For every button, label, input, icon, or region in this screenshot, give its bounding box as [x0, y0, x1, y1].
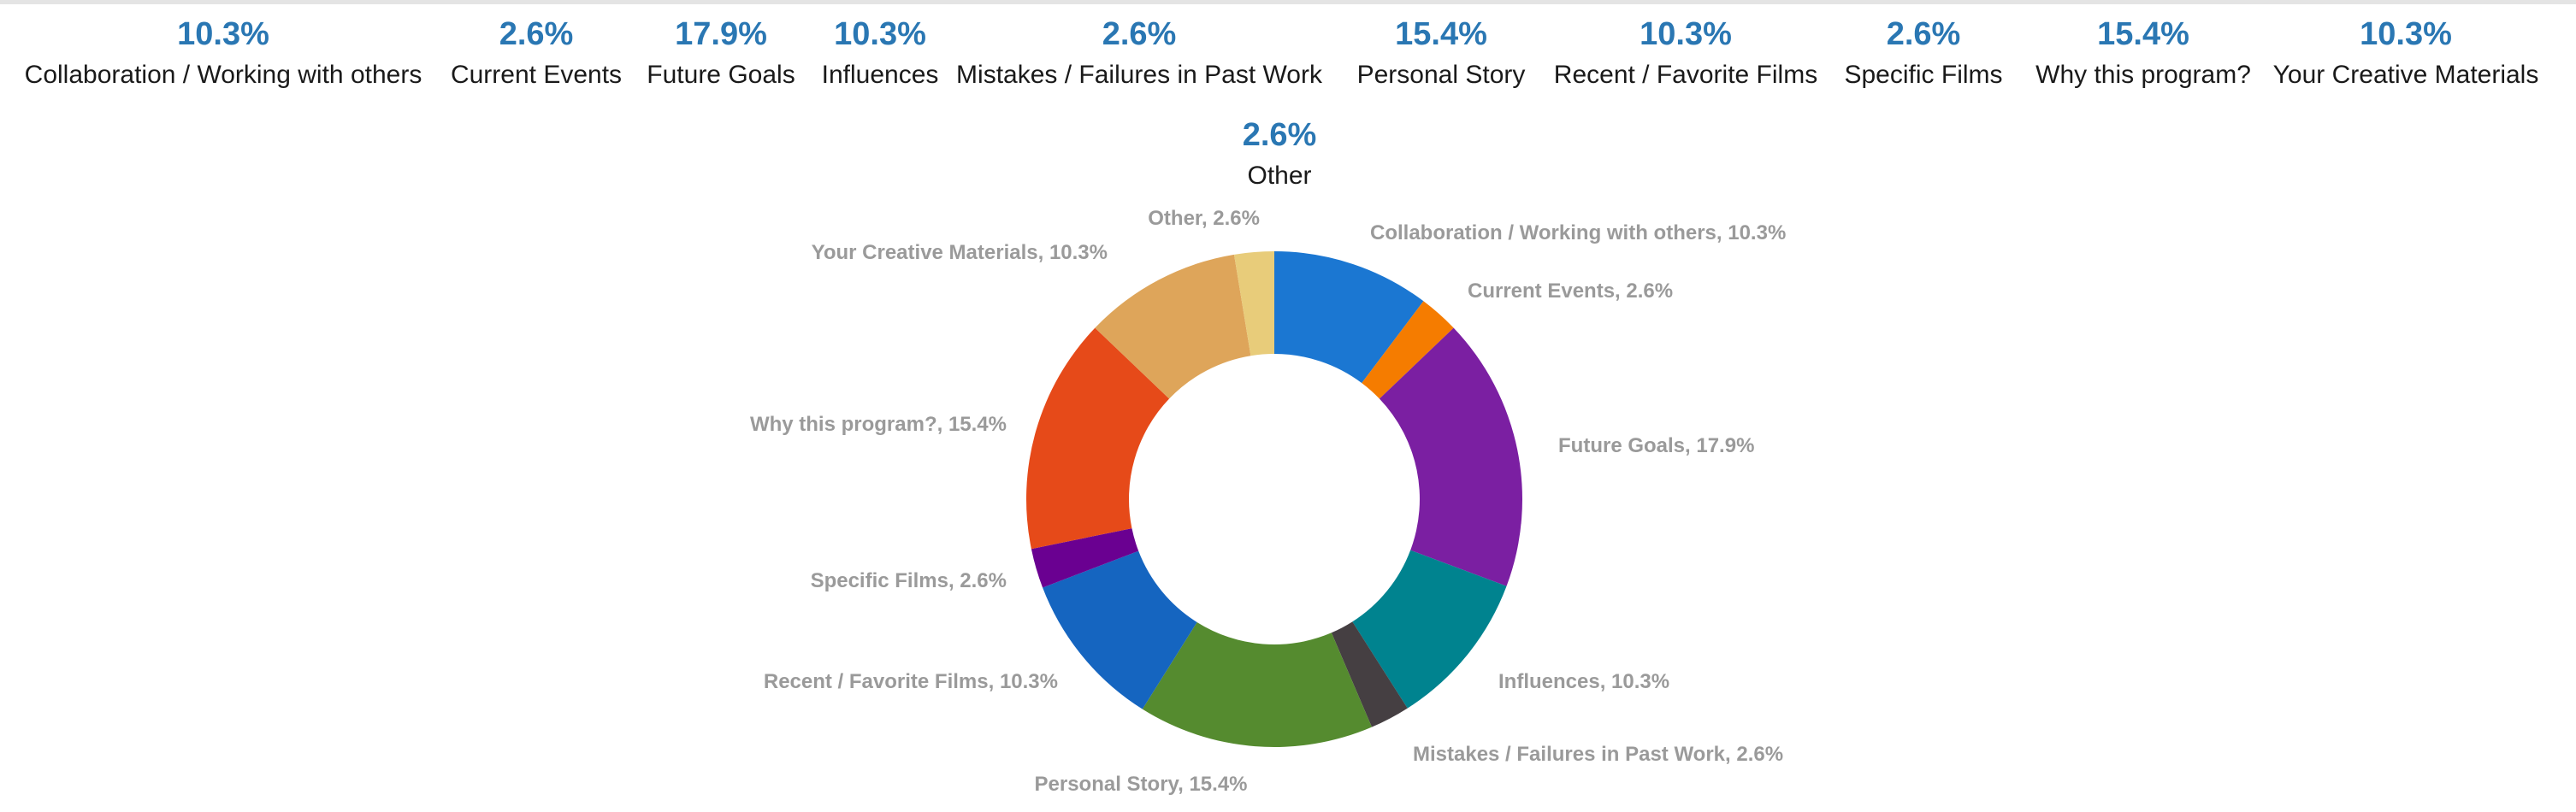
donut-slice[interactable]: [1379, 327, 1522, 586]
slice-label: Mistakes / Failures in Past Work, 2.6%: [1413, 743, 1783, 766]
legend-value: 10.3%: [1640, 16, 1732, 52]
legend-value: 2.6%: [1242, 117, 1317, 153]
donut-slice[interactable]: [1142, 621, 1373, 747]
legend-label: Current Events: [450, 61, 623, 89]
legend-value: 2.6%: [499, 16, 574, 52]
legend-label: Collaboration / Working with others: [24, 61, 422, 89]
slice-label: Other, 2.6%: [1148, 207, 1260, 230]
donut-slice[interactable]: [1031, 528, 1139, 588]
legend-value: 17.9%: [675, 16, 767, 52]
legend-item: 10.3% Recent / Favorite Films: [1554, 15, 1817, 91]
legend-item: 15.4% Personal Story: [1357, 15, 1526, 91]
slice-label: Collaboration / Working with others, 10.…: [1370, 221, 1786, 244]
legend-label: Why this program?: [2035, 61, 2251, 89]
donut-slice[interactable]: [1095, 254, 1251, 399]
donut-slice[interactable]: [1352, 550, 1507, 709]
legend-label: Mistakes / Failures in Past Work: [956, 61, 1322, 89]
slice-label: Influences, 10.3%: [1498, 670, 1669, 693]
slice-label: Your Creative Materials, 10.3%: [812, 241, 1108, 264]
legend-value: 10.3%: [834, 16, 926, 52]
legend-value: 10.3%: [2360, 16, 2452, 52]
legend-item: 2.6% Current Events: [451, 15, 622, 91]
legend-item: 2.6% Other: [1243, 116, 1317, 191]
legend-value: 15.4%: [1395, 16, 1487, 52]
legend-label: Your Creative Materials: [2272, 61, 2539, 89]
slice-label: Future Goals, 17.9%: [1558, 434, 1754, 457]
donut-slice[interactable]: [1233, 251, 1274, 356]
legend-label: Recent / Favorite Films: [1553, 61, 1818, 89]
legend-item: 2.6% Mistakes / Failures in Past Work: [956, 15, 1322, 91]
legend-item: 15.4% Why this program?: [2035, 15, 2251, 91]
top-border: [0, 0, 2576, 4]
legend-value: 10.3%: [177, 16, 269, 52]
legend-item: 10.3% Influences: [822, 15, 939, 91]
legend-item: 2.6% Specific Films: [1844, 15, 2002, 91]
donut-slice[interactable]: [1026, 327, 1170, 550]
legend-item: 17.9% Future Goals: [647, 15, 795, 91]
slice-label: Current Events, 2.6%: [1468, 279, 1673, 303]
legend-value: 2.6%: [1886, 16, 1961, 52]
legend-item: 10.3% Your Creative Materials: [2273, 15, 2539, 91]
donut-slice[interactable]: [1331, 621, 1408, 727]
legend-label: Personal Story: [1356, 61, 1526, 89]
donut-slice[interactable]: [1043, 550, 1197, 709]
legend-value: 2.6%: [1102, 16, 1177, 52]
legend-label: Other: [1247, 162, 1312, 190]
slice-label: Personal Story, 15.4%: [1035, 773, 1248, 796]
legend-label: Influences: [821, 61, 939, 89]
legend-value: 15.4%: [2097, 16, 2189, 52]
legend-label: Specific Films: [1844, 61, 2003, 89]
slice-label: Recent / Favorite Films, 10.3%: [764, 670, 1058, 693]
donut-slice[interactable]: [1274, 251, 1424, 384]
slice-label: Specific Films, 2.6%: [811, 569, 1007, 592]
legend-label: Future Goals: [647, 61, 795, 89]
slice-label: Why this program?, 15.4%: [750, 413, 1007, 436]
donut-slice[interactable]: [1362, 301, 1454, 399]
legend-item: 10.3% Collaboration / Working with others: [25, 15, 422, 91]
